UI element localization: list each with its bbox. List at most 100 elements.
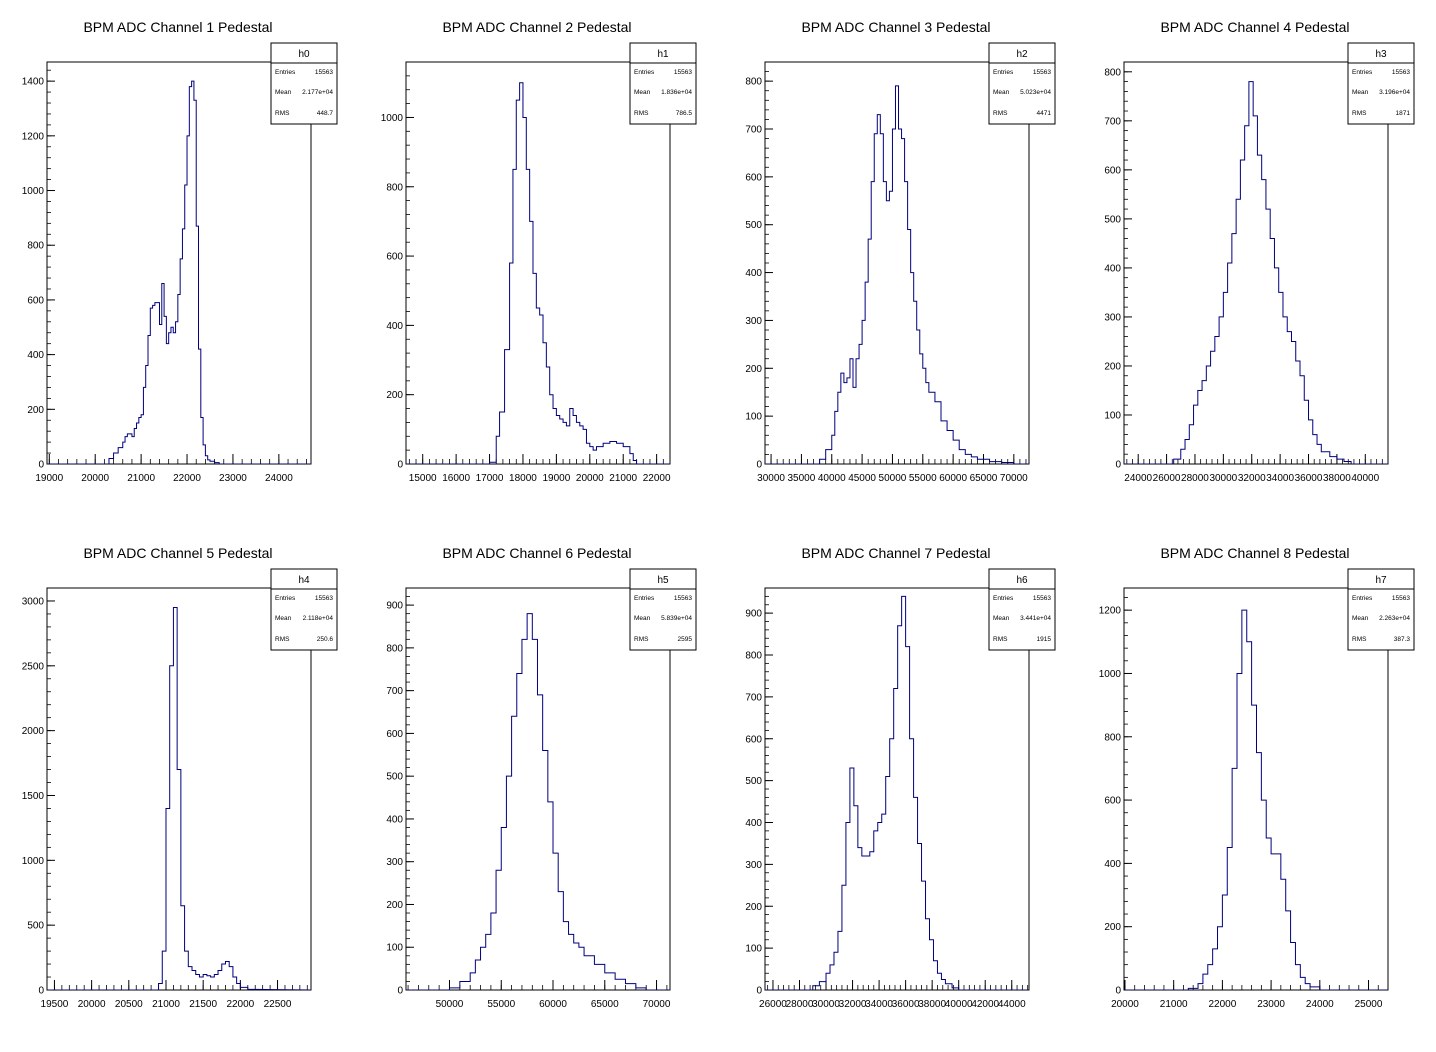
x-tick-label: 70000 xyxy=(643,999,671,1010)
y-tick-label: 200 xyxy=(1104,922,1121,933)
stats-rms-value: 448.7 xyxy=(317,110,334,117)
stats-box-frame xyxy=(270,568,338,651)
stats-entries-value: 15563 xyxy=(1033,595,1051,602)
x-tick-label: 30000 xyxy=(1209,473,1237,484)
y-tick-label: 0 xyxy=(38,986,44,997)
y-tick-label: 600 xyxy=(1104,165,1121,176)
plot-frame xyxy=(46,61,312,465)
y-tick-label: 300 xyxy=(745,316,762,327)
stats-histogram-name: h7 xyxy=(1375,575,1387,586)
x-tick-label: 22000 xyxy=(226,999,254,1010)
x-tick-label: 34000 xyxy=(865,999,893,1010)
stats-histogram-name: h2 xyxy=(1016,49,1028,60)
y-tick-label: 500 xyxy=(745,220,762,231)
stats-histogram-name: h1 xyxy=(657,49,669,60)
y-tick-label: 700 xyxy=(745,692,762,703)
x-tick-label: 26000 xyxy=(759,999,787,1010)
y-tick-label: 300 xyxy=(745,860,762,871)
x-tick-label: 45000 xyxy=(848,473,876,484)
plot-frame xyxy=(1123,587,1389,991)
stats-rms-value: 2595 xyxy=(678,636,693,643)
y-tick-label: 300 xyxy=(1104,312,1121,323)
x-tick-label: 23000 xyxy=(219,473,247,484)
x-tick-label: 60000 xyxy=(539,999,567,1010)
x-tick-label: 40000 xyxy=(945,999,973,1010)
stats-box-frame xyxy=(629,568,697,651)
histogram-panel-6: BPM ADC Channel 6 Pedestal 0 100 200 300 400 5… xyxy=(386,545,697,1010)
y-tick-label: 100 xyxy=(745,412,762,423)
plot-frame xyxy=(405,61,671,465)
y-tick-label: 500 xyxy=(1104,214,1121,225)
stats-entries-value: 15563 xyxy=(1392,595,1410,602)
stats-entries-label: Entries xyxy=(1352,595,1373,602)
y-tick-label: 100 xyxy=(1104,410,1121,421)
x-tick-label: 36000 xyxy=(892,999,920,1010)
y-tick-label: 700 xyxy=(745,125,762,136)
panel-title: BPM ADC Channel 1 Pedestal xyxy=(83,19,272,35)
stats-entries-label: Entries xyxy=(634,595,655,602)
stats-mean-label: Mean xyxy=(1352,89,1369,96)
x-tick-label: 55000 xyxy=(487,999,515,1010)
stats-box: h2 Entries 15563 Mean 5.023e+04 RMS 4471 xyxy=(988,42,1056,125)
y-tick-label: 400 xyxy=(386,814,403,825)
stats-rms-label: RMS xyxy=(1352,636,1367,643)
x-tick-label: 55000 xyxy=(909,473,937,484)
x-tick-label: 19500 xyxy=(41,999,69,1010)
y-tick-label: 200 xyxy=(386,390,403,401)
x-tick-label: 17000 xyxy=(476,473,504,484)
panel-title: BPM ADC Channel 6 Pedestal xyxy=(442,545,631,561)
stats-histogram-name: h4 xyxy=(298,575,310,586)
histogram-line xyxy=(1124,609,1388,990)
y-tick-label: 400 xyxy=(27,350,44,361)
histogram-panel-3: BPM ADC Channel 3 Pedestal 0 100 200 300 400 5… xyxy=(745,19,1056,484)
stats-mean-label: Mean xyxy=(993,89,1010,96)
stats-mean-value: 2.118e+04 xyxy=(303,615,334,622)
x-tick-label: 21000 xyxy=(1160,999,1188,1010)
stats-box: h3 Entries 15563 Mean 3.196e+04 RMS 1871 xyxy=(1347,42,1415,125)
stats-rms-value: 250.6 xyxy=(317,636,334,643)
stats-box: h7 Entries 15563 Mean 2.263e+04 RMS 387.3 xyxy=(1347,568,1415,651)
x-tick-label: 44000 xyxy=(998,999,1026,1010)
x-tick-label: 30000 xyxy=(812,999,840,1010)
stats-mean-label: Mean xyxy=(1352,615,1369,622)
x-tick-label: 32000 xyxy=(839,999,867,1010)
y-tick-label: 0 xyxy=(397,460,403,471)
stats-rms-label: RMS xyxy=(275,636,290,643)
y-tick-label: 1000 xyxy=(22,856,45,867)
stats-box: h1 Entries 15563 Mean 1.836e+04 RMS 786.5 xyxy=(629,42,697,125)
x-tick-label: 19000 xyxy=(35,473,63,484)
stats-box: h5 Entries 15563 Mean 5.839e+04 RMS 2595 xyxy=(629,568,697,651)
histogram-line xyxy=(47,80,311,464)
y-tick-label: 600 xyxy=(386,729,403,740)
y-tick-label: 400 xyxy=(745,818,762,829)
y-tick-label: 500 xyxy=(27,921,44,932)
y-tick-label: 400 xyxy=(745,268,762,279)
y-tick-label: 700 xyxy=(1104,116,1121,127)
stats-box-frame xyxy=(988,568,1056,651)
y-tick-label: 800 xyxy=(1104,67,1121,78)
y-tick-label: 100 xyxy=(386,943,403,954)
histogram-line xyxy=(765,595,1029,990)
stats-rms-label: RMS xyxy=(275,110,290,117)
y-tick-label: 200 xyxy=(386,900,403,911)
stats-entries-label: Entries xyxy=(634,69,655,76)
stats-mean-value: 5.839e+04 xyxy=(661,615,692,622)
stats-entries-value: 15563 xyxy=(1033,69,1051,76)
x-tick-label: 20000 xyxy=(1111,999,1139,1010)
stats-rms-label: RMS xyxy=(993,110,1008,117)
x-tick-label: 18000 xyxy=(509,473,537,484)
stats-rms-label: RMS xyxy=(634,636,649,643)
x-tick-label: 38000 xyxy=(918,999,946,1010)
y-tick-label: 1000 xyxy=(1099,669,1122,680)
histogram-panel-2: BPM ADC Channel 2 Pedestal 0 200 400 600 800 1… xyxy=(381,19,697,484)
y-tick-label: 600 xyxy=(386,252,403,263)
stats-rms-label: RMS xyxy=(1352,110,1367,117)
y-tick-label: 600 xyxy=(745,734,762,745)
y-tick-label: 800 xyxy=(386,643,403,654)
y-tick-label: 800 xyxy=(745,651,762,662)
x-tick-label: 24000 xyxy=(265,473,293,484)
stats-box: h0 Entries 15563 Mean 2.177e+04 RMS 448.7 xyxy=(270,42,338,125)
x-tick-label: 60000 xyxy=(939,473,967,484)
x-tick-label: 65000 xyxy=(970,473,998,484)
y-tick-label: 400 xyxy=(1104,859,1121,870)
